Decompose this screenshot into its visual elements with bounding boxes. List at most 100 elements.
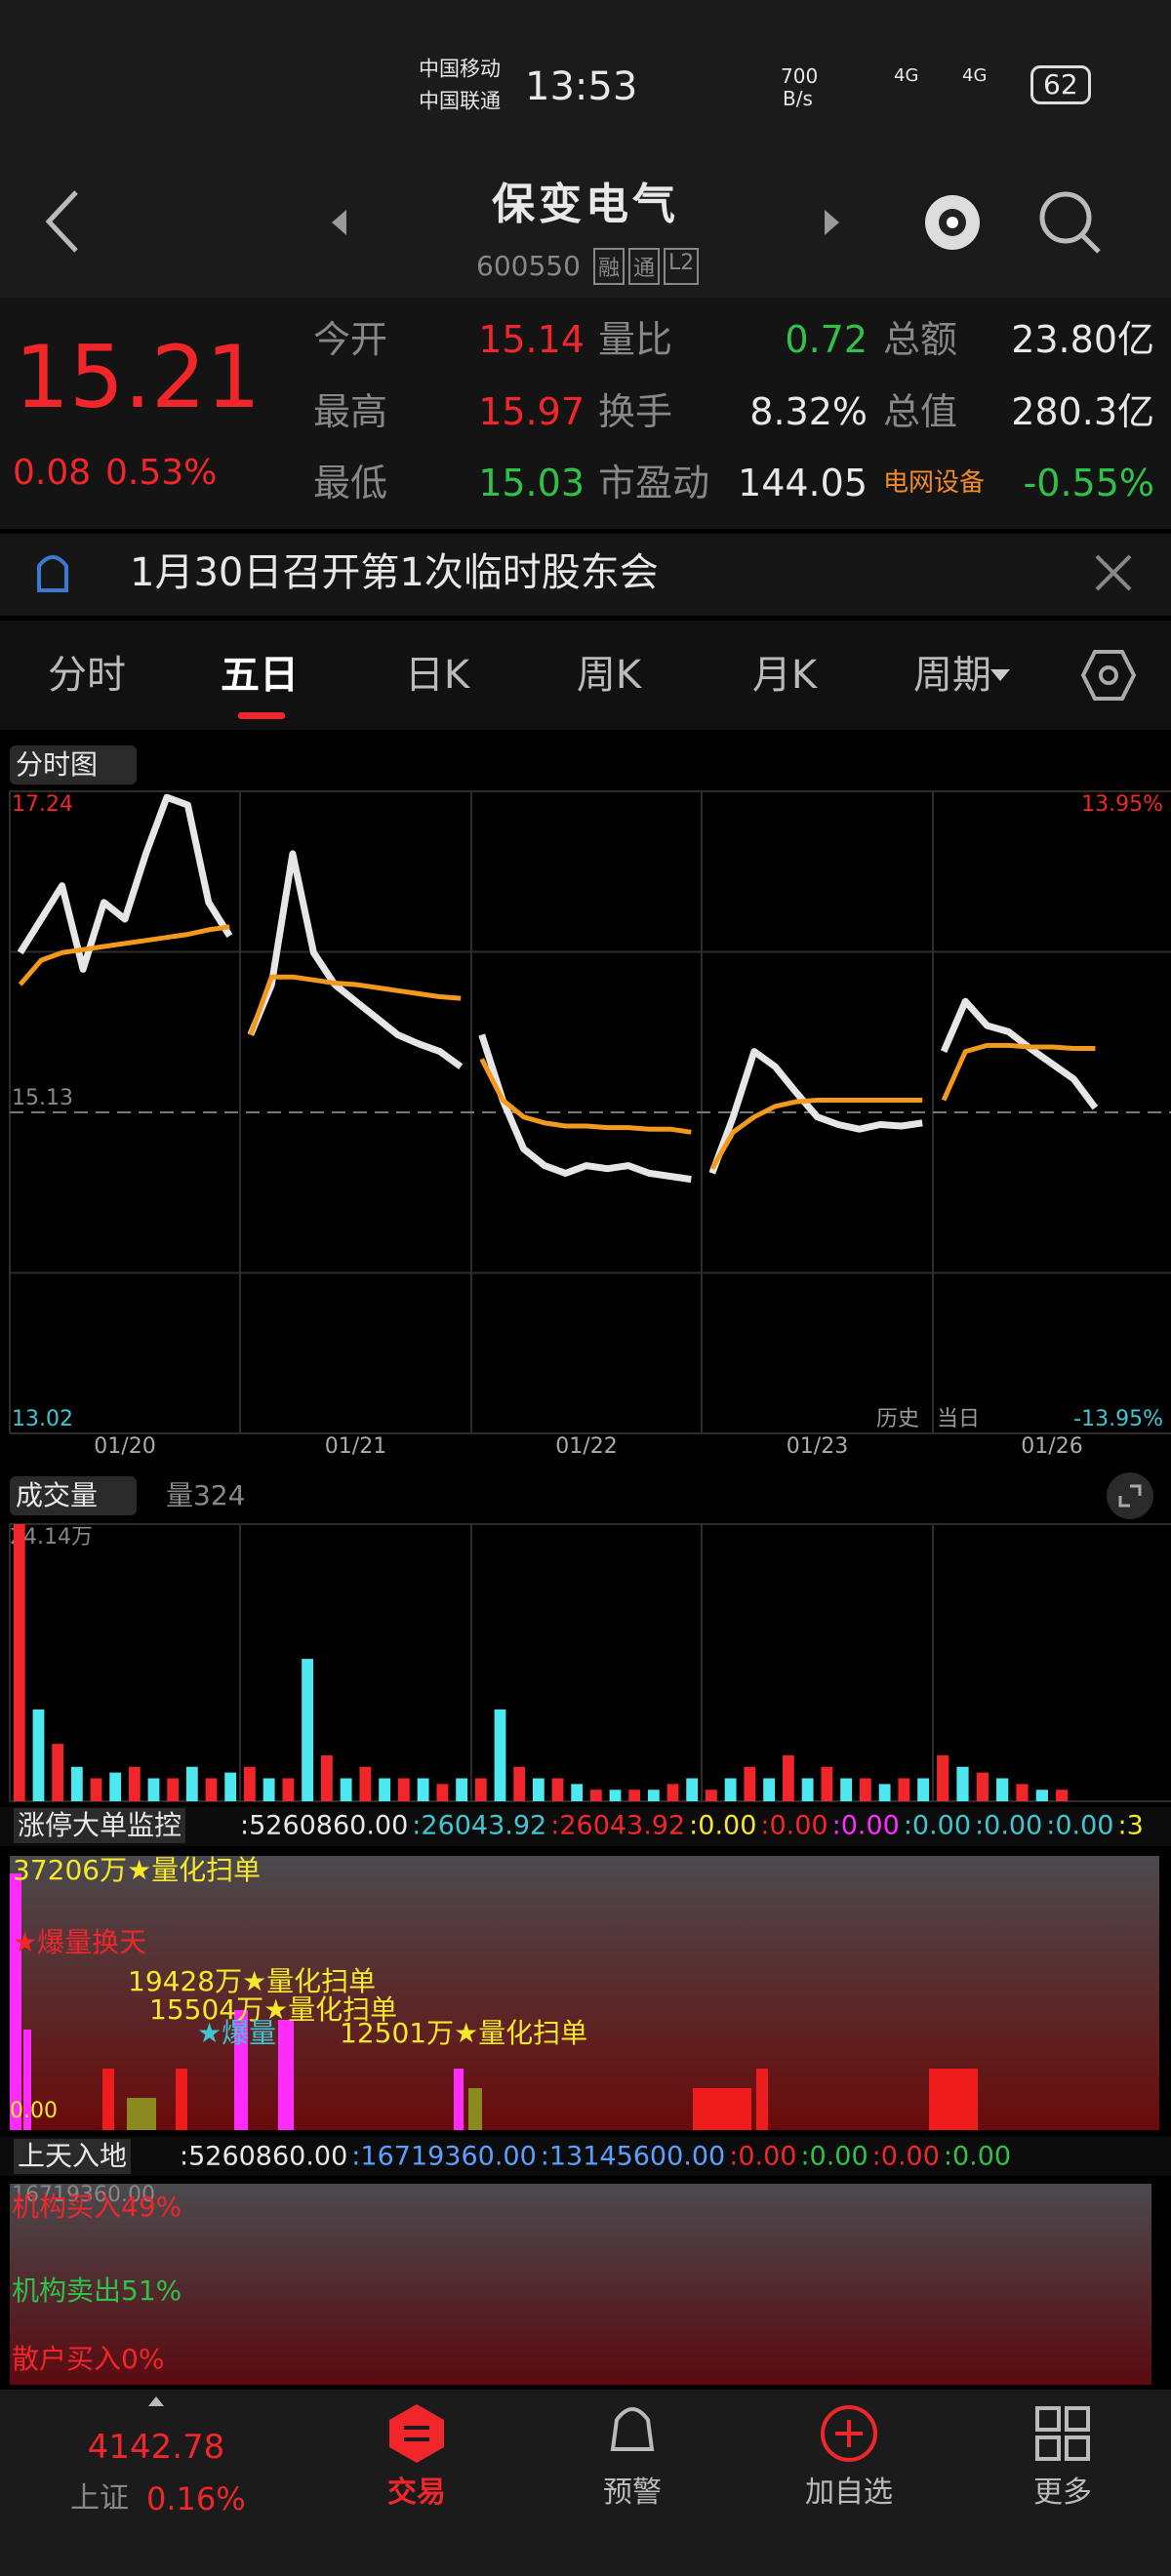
index-arrow	[148, 2396, 164, 2406]
badge: 融	[593, 248, 626, 285]
avg-line	[18, 924, 230, 986]
volume-label-bg[interactable]	[10, 1476, 137, 1515]
tab[interactable]: 周期	[913, 653, 991, 698]
stock-code: 600550	[476, 250, 581, 282]
quote-label: 电网设备	[883, 468, 986, 498]
volume-label[interactable]: 成交量	[16, 1479, 99, 1511]
prev-icon[interactable]	[332, 210, 346, 235]
back-icon[interactable]	[45, 190, 78, 253]
volume-bar	[379, 1778, 391, 1801]
flow-values: :5260860.00:16719360.00:13145600.00:0.00…	[180, 2142, 1171, 2172]
monitor-value: :26043.92	[550, 1810, 686, 1841]
avg-line	[941, 1042, 1096, 1102]
quote-value: -0.55%	[1023, 462, 1154, 504]
notice-bg	[0, 534, 1171, 616]
nav-item[interactable]: 加自选	[805, 2475, 893, 2510]
volume-bar	[494, 1709, 506, 1801]
next-icon[interactable]	[825, 210, 839, 235]
volume-bar	[13, 1524, 25, 1801]
alert-icon[interactable]	[610, 2407, 655, 2451]
quote-value: 15.14	[478, 318, 585, 361]
monitor-annotation: 37206万★量化扫单	[13, 1854, 262, 1886]
monitor-annotation: 12501万★量化扫单	[340, 2017, 588, 2049]
volume-bar	[976, 1772, 989, 1801]
volume-bar	[956, 1766, 969, 1801]
notice[interactable]: 1月30日召开第1次临时股东会	[130, 550, 659, 595]
volume-bar	[937, 1754, 949, 1801]
monitor-value: :0.00	[831, 1810, 900, 1841]
monitor-annotation: 19428万★量化扫单	[128, 1965, 377, 1997]
carrier: 中国联通	[419, 89, 501, 113]
index-pct[interactable]: 0.16%	[146, 2480, 246, 2517]
price-line	[247, 850, 464, 1070]
quote-label: 最低	[313, 462, 388, 504]
mascot-icon[interactable]	[925, 195, 980, 250]
y-tick-label: 17.24	[12, 792, 73, 817]
expand-icon[interactable]	[1107, 1472, 1153, 1519]
tab[interactable]: 日K	[404, 653, 470, 698]
volume-bar	[666, 1784, 679, 1801]
volume-bar	[589, 1790, 602, 1801]
monitor-zero: 0.00	[10, 2099, 58, 2123]
tab[interactable]: 月K	[751, 653, 818, 698]
tab[interactable]: 分时	[48, 653, 126, 698]
search-icon[interactable]	[1039, 191, 1101, 254]
volume-bar	[282, 1778, 295, 1801]
volume-bar	[513, 1766, 526, 1801]
change-pct: 0.53%	[105, 453, 218, 493]
add-icon[interactable]	[821, 2405, 877, 2462]
monitor-value: :0.00	[1046, 1810, 1114, 1841]
monitor-value: :5260860.00	[240, 1810, 409, 1841]
trade-icon[interactable]	[389, 2404, 444, 2463]
legend: 当日	[937, 1407, 980, 1431]
volume-bar	[551, 1778, 564, 1801]
carrier: 中国移动	[419, 57, 501, 81]
tab[interactable]: 周K	[576, 653, 642, 698]
volume-bar	[340, 1778, 352, 1801]
volume-bar	[147, 1778, 160, 1801]
avg-line	[709, 1098, 923, 1170]
volume-bar	[302, 1659, 314, 1801]
volume-bar	[167, 1778, 180, 1801]
volume-bar	[724, 1778, 737, 1801]
x-tick-label: 01/20	[94, 1434, 155, 1459]
index-name[interactable]: 上证	[70, 2481, 129, 2516]
flow-label[interactable]: 上天入地	[14, 2139, 132, 2174]
close-icon[interactable]	[1095, 554, 1132, 591]
flow-line: 散户买入0%	[12, 2343, 165, 2375]
badge: 通	[628, 248, 661, 285]
nav-item[interactable]: 更多	[1033, 2475, 1092, 2510]
volume-bar	[224, 1772, 237, 1801]
volume-bar	[686, 1778, 699, 1801]
chart-label-bg[interactable]	[10, 745, 137, 785]
volume-bar	[532, 1778, 545, 1801]
flow-top: 16719360.00	[12, 2183, 155, 2207]
tab[interactable]: 五日	[221, 653, 299, 698]
chart-label[interactable]: 分时图	[16, 748, 99, 781]
quote-label: 总额	[883, 318, 958, 361]
more-icon[interactable]	[1035, 2406, 1090, 2461]
dropdown-icon[interactable]	[990, 669, 1010, 681]
volume-bar	[782, 1754, 794, 1801]
settings-icon[interactable]	[1080, 650, 1137, 701]
volume-bar	[128, 1766, 141, 1801]
quote-value: 280.3亿	[1011, 390, 1154, 433]
monitor-label[interactable]: 涨停大单监控	[14, 1808, 186, 1843]
volume-indicator: 量324	[166, 1479, 246, 1511]
quote-label: 市盈动	[598, 462, 710, 504]
flow-value: :0.00	[871, 2141, 940, 2172]
flow-value: :13145600.00	[540, 2141, 726, 2172]
volume-bar	[185, 1766, 198, 1801]
index-value[interactable]: 4142.78	[87, 2428, 225, 2467]
y-tick-label: 15.13	[12, 1086, 73, 1110]
nav-item[interactable]: 交易	[387, 2475, 446, 2510]
volume-bar	[898, 1778, 910, 1801]
net-speed-unit: B/s	[783, 87, 813, 110]
nav-item[interactable]: 预警	[603, 2475, 662, 2510]
volume-bar	[474, 1778, 487, 1801]
quote-label: 总值	[883, 390, 958, 433]
net-speed: 700	[781, 64, 819, 88]
pct-tick-label: 13.95%	[1081, 792, 1163, 817]
volume-bar	[359, 1766, 372, 1801]
price-line	[478, 1033, 692, 1184]
